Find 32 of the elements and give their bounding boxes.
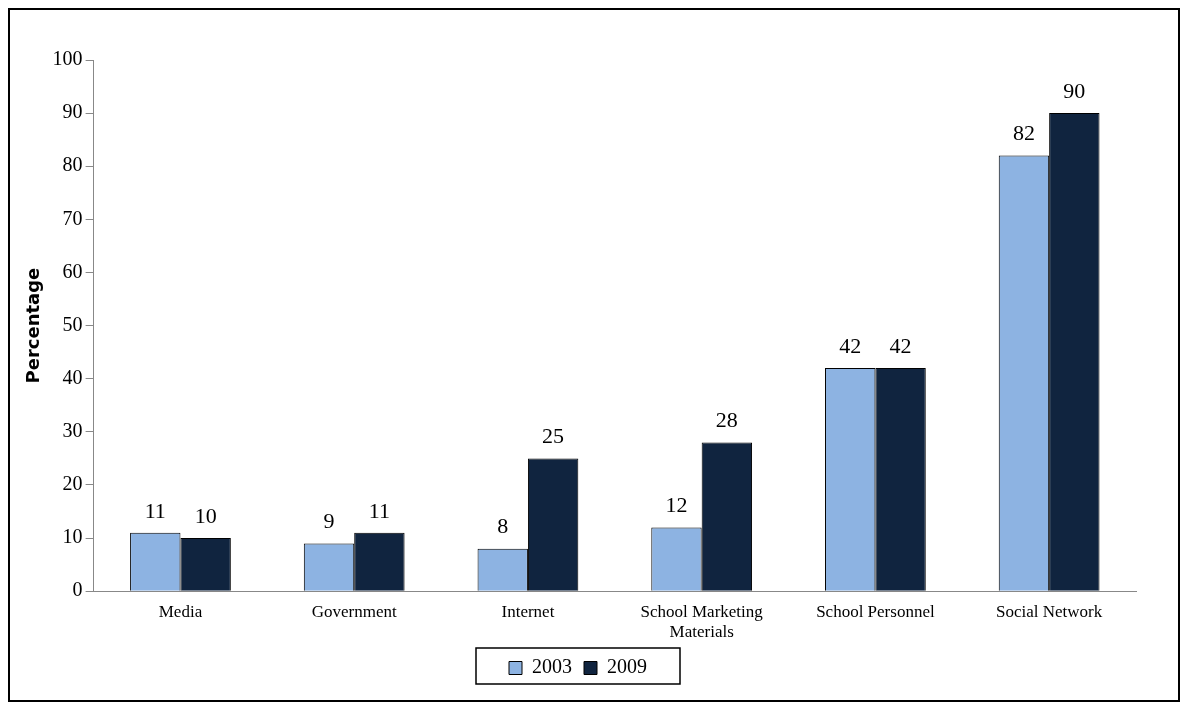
y-tick-label: 30 xyxy=(62,419,83,442)
data-label: 11 xyxy=(368,497,390,523)
data-label: 28 xyxy=(715,407,738,433)
x-tick-label: School Marketing Materials xyxy=(640,601,764,642)
x-tick-label: Government xyxy=(311,601,397,621)
x-tick-label: Internet xyxy=(501,601,555,621)
legend-label: 2009 xyxy=(607,655,647,678)
data-label: 42 xyxy=(839,332,862,358)
y-axis-title: Percentage xyxy=(22,267,44,384)
y-tick-label: 60 xyxy=(62,259,83,282)
data-label: 90 xyxy=(1063,77,1086,103)
y-tick-label: 90 xyxy=(62,100,83,123)
y-tick-label: 10 xyxy=(62,525,83,548)
x-tick-label: Media xyxy=(158,601,203,621)
y-tick-label: 80 xyxy=(62,153,83,176)
data-label: 12 xyxy=(665,492,688,518)
data-label: 11 xyxy=(144,497,166,523)
data-label: 9 xyxy=(323,508,335,534)
y-tick-label: 20 xyxy=(62,472,83,495)
x-tick-label: School Personnel xyxy=(816,601,935,621)
data-label: 25 xyxy=(542,423,565,449)
y-tick-label: 50 xyxy=(62,312,83,335)
y-tick-label: 0 xyxy=(72,578,83,601)
y-tick-label: 100 xyxy=(52,47,83,70)
y-tick-label: 40 xyxy=(62,365,83,388)
data-label: 42 xyxy=(889,332,912,358)
y-tick-label: 70 xyxy=(62,206,83,229)
x-tick-label: Social Network xyxy=(996,601,1103,621)
data-label: 8 xyxy=(497,513,509,539)
data-label: 10 xyxy=(194,502,217,528)
legend-label: 2003 xyxy=(532,655,572,678)
data-label: 82 xyxy=(1012,120,1035,146)
